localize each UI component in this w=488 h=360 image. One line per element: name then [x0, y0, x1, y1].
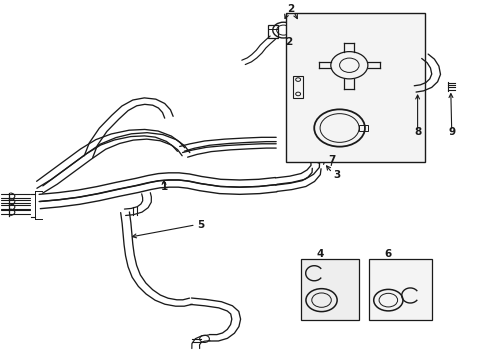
- Text: 6: 6: [384, 248, 391, 258]
- Text: 3: 3: [333, 170, 340, 180]
- Text: 2: 2: [286, 4, 294, 14]
- Text: 5: 5: [197, 220, 204, 230]
- Text: 1: 1: [160, 182, 167, 192]
- Text: 8: 8: [413, 127, 420, 136]
- Text: 9: 9: [447, 127, 454, 136]
- Bar: [318, 156, 331, 160]
- Text: 4: 4: [316, 248, 323, 258]
- Bar: [300, 259, 358, 320]
- Bar: [293, 76, 303, 98]
- Bar: [285, 13, 424, 162]
- Text: 2: 2: [284, 37, 291, 47]
- Bar: [368, 259, 431, 320]
- Bar: [267, 25, 277, 38]
- Bar: [358, 125, 367, 131]
- Text: 7: 7: [328, 155, 335, 165]
